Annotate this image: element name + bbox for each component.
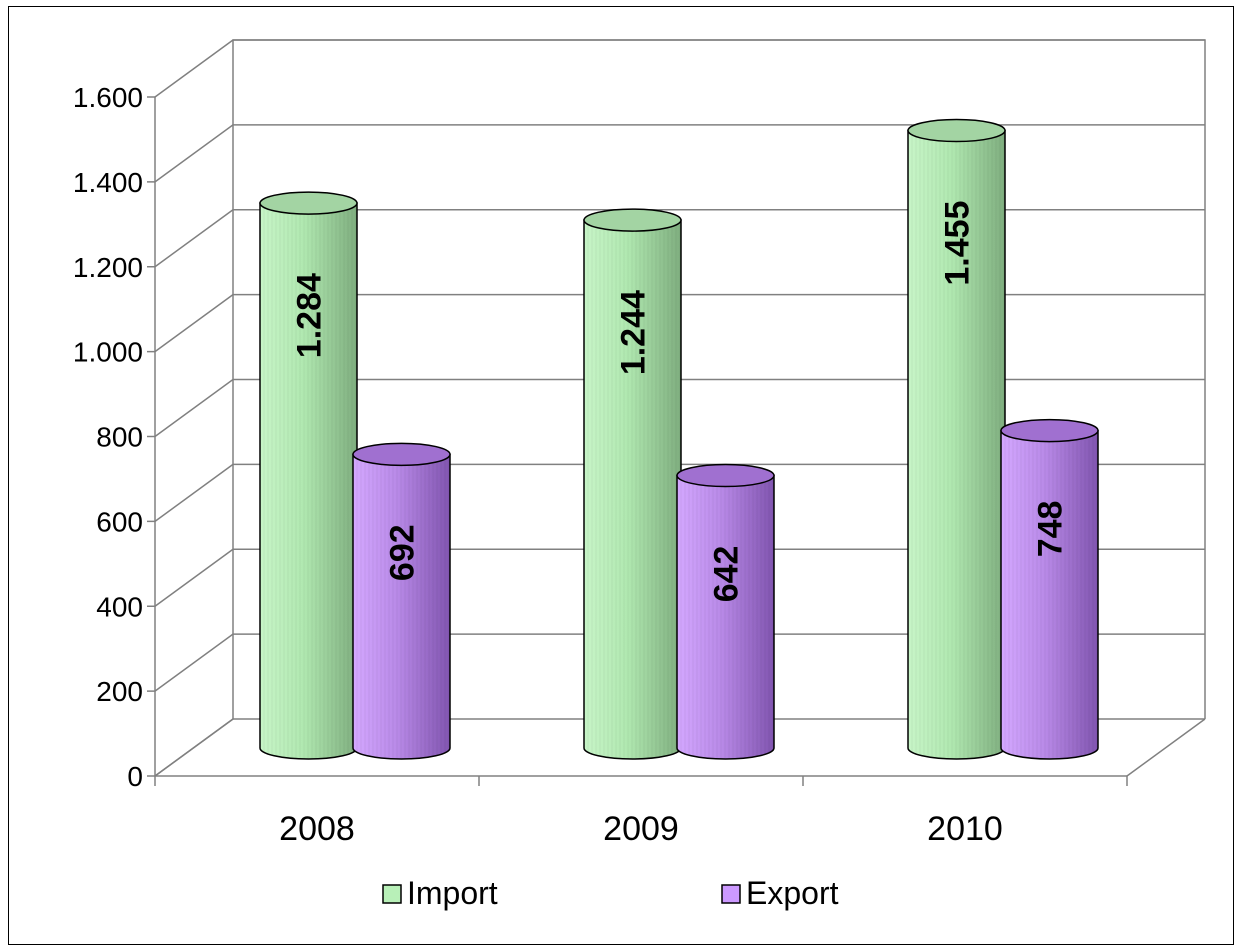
bar-import: 1.455 — [907, 118, 1006, 760]
side-gridline — [154, 124, 234, 183]
legend-item-import: Import — [382, 875, 498, 911]
legend-item-export: Export — [721, 875, 839, 911]
y-tick-label: 1.600 — [73, 82, 143, 113]
x-tick-label: 2009 — [603, 810, 679, 848]
bar-top — [583, 208, 682, 232]
x-tick-label: 2010 — [927, 810, 1003, 848]
bar-body — [352, 453, 451, 760]
legend-label: Import — [407, 875, 498, 911]
data-label: 1.244 — [615, 290, 653, 375]
axes: 0 200 400 600 800 1.000 1.200 1.400 1.600 2008 200… — [73, 82, 1128, 848]
bar-top — [907, 118, 1006, 143]
bar-export: 642 — [676, 463, 775, 760]
bar-top — [676, 463, 775, 488]
bar-top — [352, 442, 451, 467]
y-tick-label: 1.000 — [73, 337, 143, 368]
side-gridline — [154, 378, 234, 438]
bar-top — [259, 191, 358, 215]
legend-label: Export — [746, 875, 839, 911]
y-tick-label: 600 — [96, 506, 143, 537]
y-tick-label: 1.200 — [73, 252, 143, 283]
floor-edge-right — [1126, 718, 1206, 777]
data-label: 748 — [1032, 501, 1070, 558]
bar-body — [676, 474, 775, 760]
bar-import: 1.244 — [583, 208, 682, 760]
y-tick-label: 800 — [96, 422, 143, 453]
x-tick-label: 2008 — [279, 810, 355, 848]
side-gridline — [154, 39, 234, 98]
y-tick-label: 200 — [96, 676, 143, 707]
data-label: 1.284 — [291, 273, 329, 358]
side-gridline — [154, 294, 234, 353]
bar-body — [1000, 429, 1099, 760]
legend: Import Export — [382, 875, 839, 911]
data-label: 642 — [708, 546, 746, 603]
side-gridline — [154, 633, 234, 692]
bars: 1.284 692 1.244 642 1.455 748 — [259, 118, 1099, 760]
legend-swatch — [721, 884, 741, 904]
side-gridline — [154, 718, 234, 777]
side-gridline — [154, 463, 234, 522]
bar-top — [1000, 418, 1099, 443]
bar-export: 748 — [1000, 418, 1099, 760]
bar-export: 692 — [352, 442, 451, 760]
data-label: 1.455 — [939, 201, 977, 286]
side-gridline — [154, 548, 234, 607]
y-tick-label: 400 — [96, 591, 143, 622]
y-tick-label: 0 — [127, 761, 143, 792]
bar-import: 1.284 — [259, 191, 358, 760]
legend-swatch — [382, 884, 402, 904]
data-label: 692 — [384, 524, 422, 581]
y-tick-label: 1.400 — [73, 167, 143, 198]
side-gridline — [154, 209, 234, 268]
